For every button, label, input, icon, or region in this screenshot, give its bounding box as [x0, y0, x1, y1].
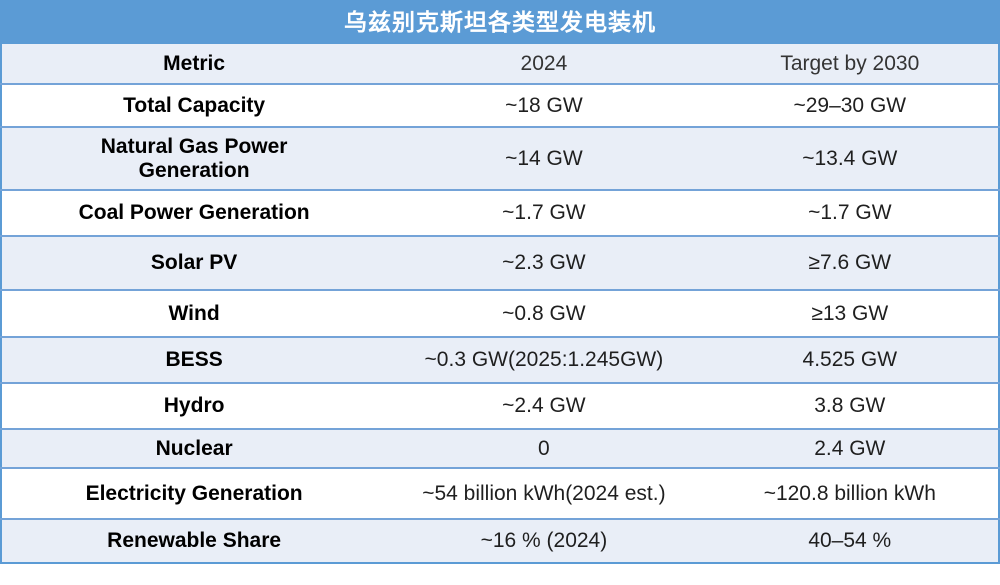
table-row-renewable-share: Renewable Share ~16 % (2024) 40–54 % — [1, 519, 999, 563]
table-title: 乌兹别克斯坦各类型发电装机 — [0, 0, 1000, 44]
metric-label: Natural Gas Power Generation — [1, 127, 386, 190]
metric-text: Hydro — [163, 394, 225, 417]
value-target-2030: ≥7.6 GW — [808, 251, 892, 274]
table-row-solar-pv: Solar PV ~2.3 GW ≥7.6 GW — [1, 236, 999, 290]
value-2024: ~14 GW — [505, 146, 583, 170]
table-row-natural-gas: Natural Gas Power Generation ~14 GW ~13.… — [1, 127, 999, 190]
value-target-2030: 4.525 GW — [802, 348, 898, 371]
metric-text: Solar PV — [150, 251, 238, 274]
metric-text: Electricity Generation — [85, 481, 303, 505]
table-row-electricity-generation: Electricity Generation ~54 billion kWh(2… — [1, 468, 999, 519]
table-row-total-capacity: Total Capacity ~18 GW ~29–30 GW — [1, 84, 999, 127]
value-2024: 0 — [538, 436, 550, 460]
value-2024: ~2.3 GW — [502, 251, 586, 274]
metric-text: Natural Gas Power Generation — [100, 134, 288, 182]
value-2024: ~0.8 GW — [502, 301, 586, 325]
value-target-2030: ≥13 GW — [811, 301, 889, 325]
metric-label: Hydro — [1, 383, 386, 429]
data-table: Metric 2024 Target by 2030 Total Capacit… — [0, 44, 1000, 564]
metric-label: Coal Power Generation — [1, 190, 386, 236]
metric-text: Coal Power Generation — [78, 201, 310, 224]
metric-label: Nuclear — [1, 429, 386, 468]
metric-text: Total Capacity — [123, 93, 266, 117]
table-row-coal: Coal Power Generation ~1.7 GW ~1.7 GW — [1, 190, 999, 236]
value-target-2030: 40–54 % — [808, 529, 892, 552]
metric-label: Renewable Share — [1, 519, 386, 563]
column-header-2024: 2024 — [520, 51, 568, 75]
table-row-hydro: Hydro ~2.4 GW 3.8 GW — [1, 383, 999, 429]
metric-label: Electricity Generation — [1, 468, 386, 519]
value-2024: ~0.3 GW(2025:1.245GW) — [424, 348, 664, 371]
metric-text: BESS — [165, 348, 223, 371]
metric-text: Renewable Share — [107, 529, 282, 552]
metric-text: Wind — [168, 301, 220, 325]
header-row: Metric 2024 Target by 2030 — [1, 44, 999, 84]
value-target-2030: ~1.7 GW — [808, 201, 892, 224]
value-target-2030: ~120.8 billion kWh — [763, 481, 936, 505]
metric-label: BESS — [1, 337, 386, 383]
metric-label: Total Capacity — [1, 84, 386, 127]
value-target-2030: ~29–30 GW — [793, 93, 907, 117]
table-row-bess: BESS ~0.3 GW(2025:1.245GW) 4.525 GW — [1, 337, 999, 383]
value-target-2030: 2.4 GW — [814, 436, 886, 460]
table-row-wind: Wind ~0.8 GW ≥13 GW — [1, 290, 999, 337]
value-2024: ~16 % (2024) — [480, 529, 608, 552]
metric-label: Solar PV — [1, 236, 386, 290]
column-header-metric: Metric — [163, 51, 226, 75]
value-2024: ~2.4 GW — [502, 394, 586, 417]
metric-text: Nuclear — [155, 436, 233, 460]
table-row-nuclear: Nuclear 0 2.4 GW — [1, 429, 999, 468]
value-2024: ~18 GW — [505, 93, 583, 117]
value-target-2030: 3.8 GW — [814, 394, 886, 417]
value-2024: ~54 billion kWh(2024 est.) — [422, 481, 666, 505]
value-target-2030: ~13.4 GW — [802, 146, 898, 170]
column-header-target-2030: Target by 2030 — [780, 51, 920, 75]
metric-label: Wind — [1, 290, 386, 337]
value-2024: ~1.7 GW — [502, 201, 586, 224]
